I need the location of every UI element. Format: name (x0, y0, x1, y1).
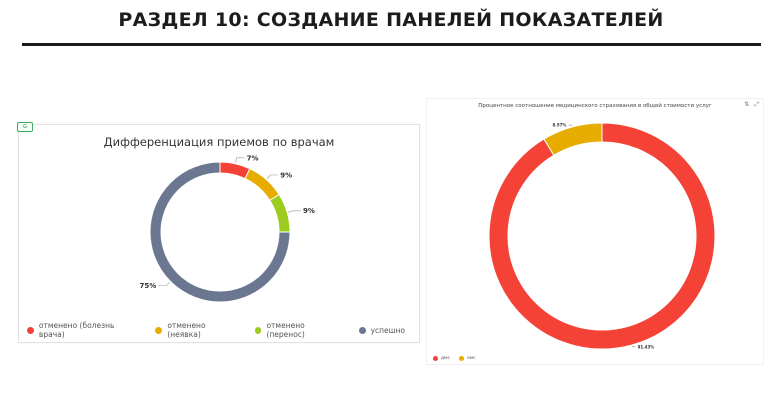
leader-line (266, 174, 279, 179)
title-divider (22, 43, 761, 46)
data-label: 9% (303, 207, 315, 215)
sort-icon[interactable]: ⇅ (744, 101, 750, 108)
donut-slice[interactable] (149, 161, 291, 303)
donut-chart-doctors: 7% 9% 9% 75% (139, 154, 315, 303)
leader-line (158, 281, 171, 287)
legend-dot-green (254, 326, 262, 334)
donut-chart-insurance: 91.43% 8.57% (488, 122, 716, 350)
legend-dot-slate (358, 326, 366, 334)
chart-title: Процентное соотношение медицинского стра… (478, 103, 712, 109)
donut-slice[interactable] (488, 122, 716, 350)
donut-slice[interactable] (543, 122, 603, 156)
legend-item[interactable]: дмс (433, 356, 450, 361)
data-label: 7% (247, 154, 259, 162)
data-label: 8.57% (553, 123, 567, 128)
donut-slice[interactable] (244, 167, 280, 202)
legend-dot-amber (155, 326, 163, 334)
legend-label: дмс (441, 356, 450, 361)
legend-label: успешно (370, 325, 405, 335)
data-label: 91.43% (638, 344, 655, 349)
chart-panel-insurance: Процентное соотношение медицинского стра… (426, 98, 764, 365)
donut-slice[interactable] (269, 193, 291, 233)
legend-label: отменено (неявка) (167, 321, 206, 339)
donut-slice[interactable] (219, 161, 251, 180)
legend-item[interactable]: успешно (358, 325, 405, 335)
chart-title: Дифференциация приемов по врачам (103, 135, 335, 149)
legend-dot-red (433, 356, 438, 361)
chart-legend: отменено (болезнь врача) отменено (неявк… (27, 321, 419, 339)
data-label: 9% (280, 171, 292, 179)
leader-line (568, 124, 572, 127)
legend-item[interactable]: отменено (перенос) (254, 321, 345, 339)
panel-badge-icon[interactable]: G (17, 122, 33, 132)
chart-legend: дмс омс (433, 356, 485, 361)
legend-label: омс (466, 356, 476, 361)
chart-panel-doctors: G Дифференциация приемов по врачам 7% 9% 9… (17, 122, 420, 343)
legend-item[interactable]: отменено (болезнь врача) (27, 321, 141, 339)
legend-item[interactable]: отменено (неявка) (155, 321, 240, 339)
legend-dot-red (27, 326, 34, 334)
data-label: 75% (139, 282, 156, 290)
legend-dot-amber (458, 356, 464, 361)
leader-line (235, 157, 245, 163)
expand-icon[interactable]: ⤢ (754, 101, 759, 108)
legend-label: отменено (перенос) (266, 321, 305, 339)
leader-line (632, 345, 636, 348)
leader-line (288, 210, 301, 213)
chart-toolbar: ⇅ ⤢ (741, 101, 759, 109)
slide-title: РАЗДЕЛ 10: СОЗДАНИЕ ПАНЕЛЕЙ ПОКАЗАТЕЛЕЙ (118, 9, 664, 31)
legend-item[interactable]: омс (458, 356, 476, 361)
legend-label: отменено (болезнь врача) (38, 321, 115, 339)
